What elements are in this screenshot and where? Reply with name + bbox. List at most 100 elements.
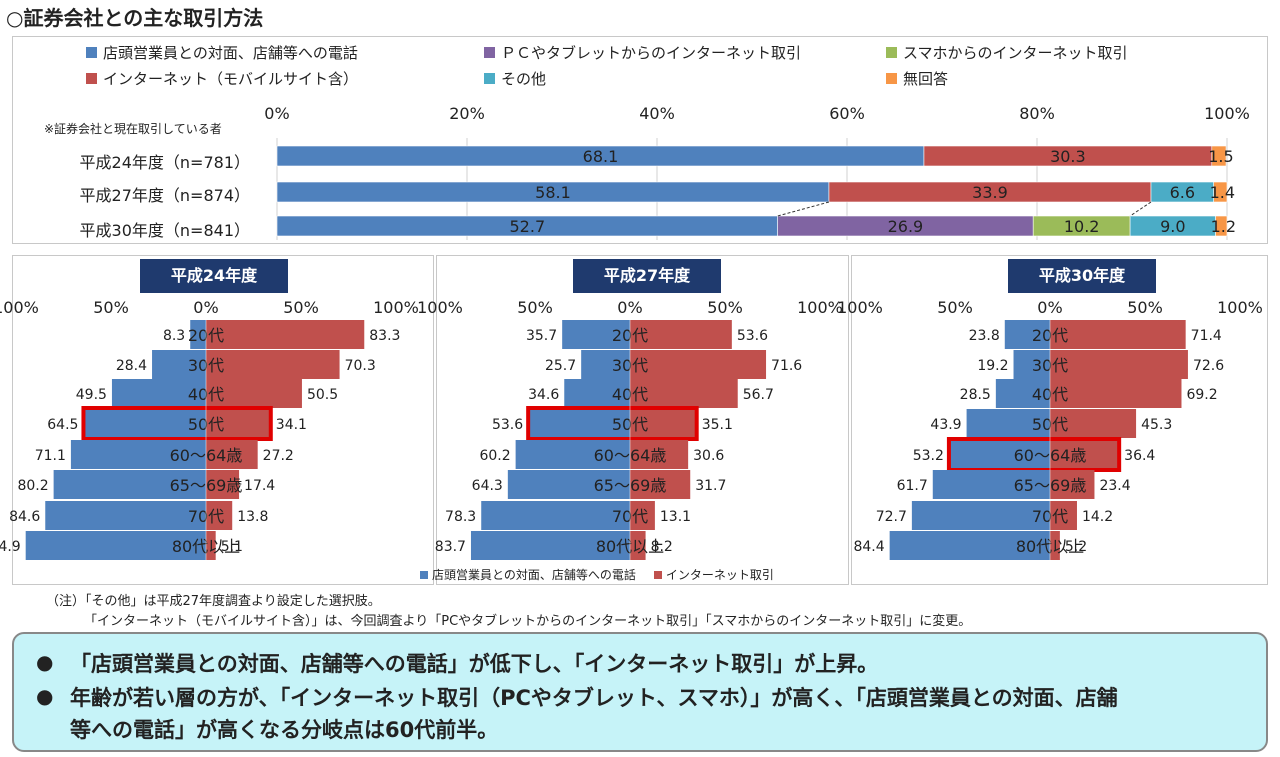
pyramid-bar-right xyxy=(630,350,767,379)
axis-tick: 50% xyxy=(283,298,319,317)
row-label-h24: 平成24年度（n=781） xyxy=(79,153,250,172)
pyramid-bar-left xyxy=(507,470,630,499)
summary-line-3: 等への電話」が高くなる分岐点は60代前半。 xyxy=(70,718,499,742)
axis-tick: 100% xyxy=(417,298,463,317)
pyramid-bar-right xyxy=(1050,320,1186,349)
connector-line xyxy=(1129,201,1152,217)
axis-tick: 100% xyxy=(1204,104,1250,123)
value-label-left: 83.7 xyxy=(435,539,466,555)
pyramid-bar-left xyxy=(564,379,630,408)
bar-label: 68.1 xyxy=(583,147,619,166)
value-label-left: 53.6 xyxy=(492,417,523,433)
axis-tick: 60% xyxy=(829,104,865,123)
pyramid-panel-h30 xyxy=(851,255,1268,585)
pyramid-bar-left xyxy=(83,409,206,438)
value-label-right: 71.6 xyxy=(771,358,802,374)
axis-tick: 100% xyxy=(373,298,419,317)
legend-swatch xyxy=(420,570,428,579)
pyramid-bar-right xyxy=(630,379,738,408)
value-label-right: 36.4 xyxy=(1124,448,1155,464)
pyramid-bar-left xyxy=(562,320,630,349)
pyramid-bar-right xyxy=(1050,350,1188,379)
value-label-left: 43.9 xyxy=(930,417,961,433)
value-label-left: 64.5 xyxy=(47,417,78,433)
pyramid-bar-left xyxy=(911,501,1050,530)
pyramid-legend: 店頭営業員との対面、店舗等への電話 インターネット取引 xyxy=(420,566,774,583)
bar-label: 10.2 xyxy=(1064,217,1100,236)
pyramid-bar-left xyxy=(70,440,206,469)
axis-tick: 50% xyxy=(93,298,129,317)
highlight-box xyxy=(526,406,699,441)
axis-tick: 0% xyxy=(617,298,642,317)
pyramid-bar-left xyxy=(45,501,207,530)
summary-box: ● 「店頭営業員との対面、店舗等への電話」が低下し、「インターネット取引」が上昇… xyxy=(12,632,1268,752)
value-label-right: 69.2 xyxy=(1186,387,1217,403)
pyramid-bar-right xyxy=(206,501,233,530)
page-title: ○証券会社との主な取引方法 xyxy=(6,6,264,30)
legend-swatch xyxy=(653,570,662,579)
legend-item: 店頭営業員との対面、店舗等への電話 xyxy=(86,42,358,63)
pyramid-panel-h24 xyxy=(12,255,434,585)
pyramid-bar-right xyxy=(1050,379,1182,408)
bar-label: 30.3 xyxy=(1050,147,1086,166)
legend-label: その他 xyxy=(501,70,547,88)
pyramid-bar-left xyxy=(111,379,206,408)
axis-tick: 20% xyxy=(449,104,485,123)
legend-swatch xyxy=(484,47,495,58)
pyramid-bar-right xyxy=(630,320,732,349)
legend-swatch xyxy=(86,47,97,58)
value-label-right: 50.5 xyxy=(307,387,338,403)
value-label-left: 53.2 xyxy=(913,448,944,464)
value-label-left: 49.5 xyxy=(76,387,107,403)
axis-tick: 0% xyxy=(193,298,218,317)
pyramid-bar-left xyxy=(995,379,1050,408)
pyramid-bar-right xyxy=(630,470,691,499)
pyramid-bar-left xyxy=(515,440,630,469)
pyramid-bar-right xyxy=(1050,440,1120,469)
legend-label: 無回答 xyxy=(903,70,949,88)
pyramid-bar-right xyxy=(1050,531,1060,560)
pyramid-bar-right xyxy=(206,470,240,499)
pyramid-panel-h27 xyxy=(436,255,849,585)
value-label-left: 72.7 xyxy=(876,509,907,525)
legend-swatch xyxy=(484,73,495,84)
bullet-icon: ● xyxy=(36,650,54,674)
connector-line xyxy=(777,201,830,217)
legend-label: インターネット（モバイルサイト含） xyxy=(103,70,359,88)
pyramid-bar-right xyxy=(206,531,216,560)
value-label-right: 30.6 xyxy=(693,448,724,464)
value-label-left: 94.9 xyxy=(0,539,21,555)
axis-tick: 50% xyxy=(937,298,973,317)
value-label-left: 28.5 xyxy=(960,387,991,403)
axis-tick: 0% xyxy=(1037,298,1062,317)
bullet-icon: ● xyxy=(36,684,54,708)
summary-line-1: 「店頭営業員との対面、店舗等への電話」が低下し、「インターネット取引」が上昇。 xyxy=(70,652,879,676)
bar-label: 33.9 xyxy=(972,183,1008,202)
bar-label: 1.5 xyxy=(1208,147,1233,166)
bar-label: 1.4 xyxy=(1210,183,1235,202)
value-label-left: 71.1 xyxy=(35,448,66,464)
axis-tick: 100% xyxy=(1217,298,1263,317)
value-label-right: 13.1 xyxy=(660,509,691,525)
pyramid-charts: 100%50%0%50%100%8.383.320代28.470.330代49.… xyxy=(0,298,1263,560)
legend-item: ＰＣやタブレットからのインターネット取引 xyxy=(484,42,801,63)
summary-line-2: 年齢が若い層の方が、「インターネット取引（PCやタブレット、スマホ）」が高く、「… xyxy=(70,686,1118,710)
value-label-right: 56.7 xyxy=(743,387,774,403)
bar-label: 52.7 xyxy=(510,217,546,236)
footnote-2: 「インターネット（モバイルサイト含）」は、今回調査より「PCやタブレットからのイ… xyxy=(84,614,972,629)
value-label-left: 60.2 xyxy=(479,448,510,464)
pyramid-bar-right xyxy=(630,501,655,530)
value-label-right: 5.1 xyxy=(221,539,243,555)
value-label-left: 64.3 xyxy=(472,478,503,494)
pyramid-bar-left xyxy=(25,531,206,560)
pyramid-bar-left xyxy=(581,350,630,379)
axis-tick: 80% xyxy=(1019,104,1055,123)
bar-label: 9.0 xyxy=(1160,217,1185,236)
row-label-h27: 平成27年度（n=874） xyxy=(79,186,250,205)
value-label-right: 23.4 xyxy=(1099,478,1130,494)
pyramid-bar-left xyxy=(932,470,1050,499)
value-label-left: 35.7 xyxy=(526,328,557,344)
legend-item: インターネット（モバイルサイト含） xyxy=(86,68,358,89)
pyramid-bar-left xyxy=(53,470,207,499)
